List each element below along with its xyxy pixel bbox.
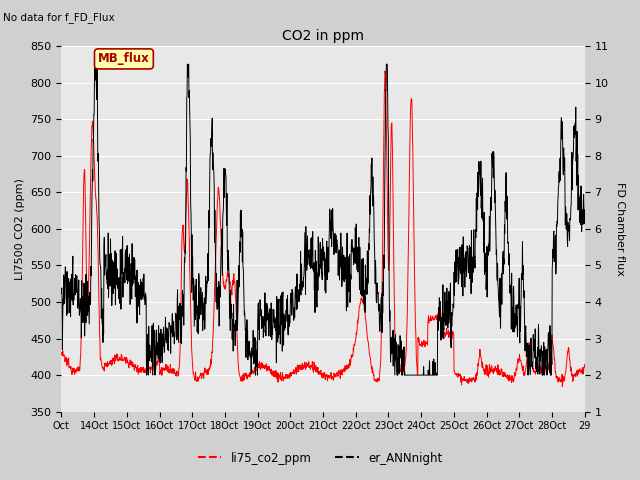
- Text: MB_flux: MB_flux: [98, 52, 150, 65]
- Text: No data for f_FD_Flux: No data for f_FD_Flux: [3, 12, 115, 23]
- Legend: li75_co2_ppm, er_ANNnight: li75_co2_ppm, er_ANNnight: [193, 447, 447, 469]
- Y-axis label: FD Chamber flux: FD Chamber flux: [615, 182, 625, 276]
- Title: CO2 in ppm: CO2 in ppm: [282, 29, 364, 43]
- Y-axis label: LI7500 CO2 (ppm): LI7500 CO2 (ppm): [15, 178, 25, 280]
